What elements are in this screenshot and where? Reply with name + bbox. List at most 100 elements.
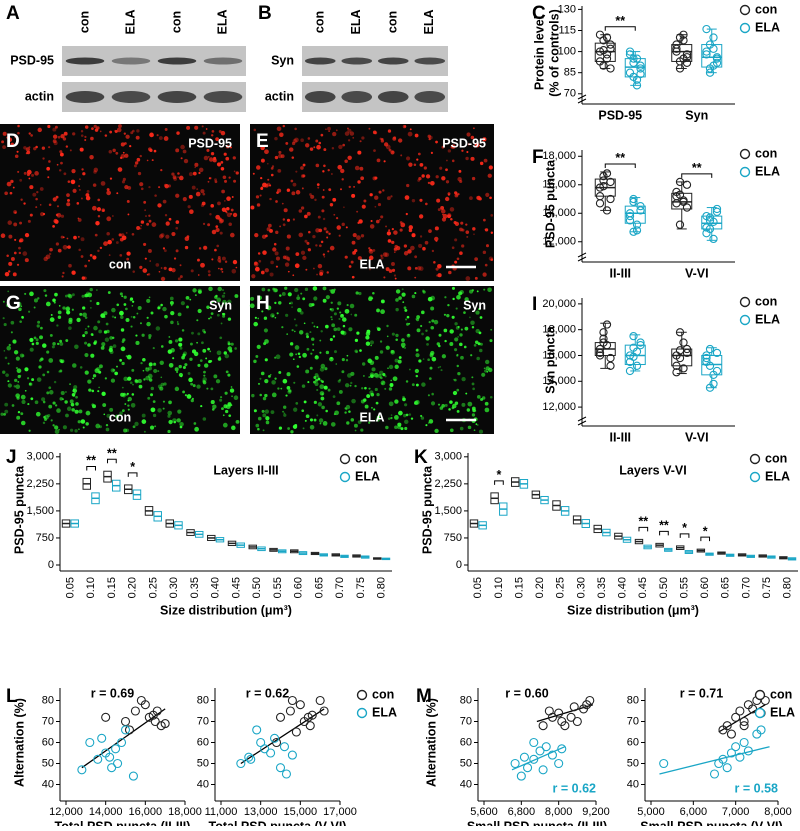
fluorescent-spot — [465, 156, 469, 161]
legend-label: con — [372, 687, 394, 701]
fluorescent-spot — [368, 376, 371, 379]
fluorescent-spot — [372, 130, 377, 135]
fluorescent-spot — [409, 368, 411, 371]
fluorescent-spot — [175, 226, 179, 230]
data-point — [569, 702, 579, 712]
blot-band — [341, 91, 373, 103]
data-point — [535, 746, 545, 756]
fluorescent-spot — [375, 417, 380, 422]
data-point — [271, 737, 282, 748]
fluorescent-spot — [40, 326, 43, 330]
data-point — [523, 763, 533, 773]
x-tick-label: 15,000 — [284, 806, 318, 818]
fluorescent-spot — [434, 226, 439, 231]
fluorescent-spot — [49, 317, 55, 322]
fluorescent-spot — [164, 214, 168, 217]
y-tick-label: 50 — [197, 757, 209, 769]
fluorescent-spot — [388, 269, 393, 273]
fluorescent-spot — [125, 232, 128, 234]
fluorescent-spot — [399, 228, 403, 232]
fluorescent-spot — [163, 266, 167, 270]
fluorescent-spot — [380, 256, 384, 260]
fluorescent-spot — [139, 154, 142, 158]
fluorescent-spot — [414, 133, 419, 138]
fluorescent-spot — [157, 203, 162, 208]
correlation-label: r = 0.69 — [91, 686, 134, 700]
fluorescent-spot — [35, 341, 39, 345]
fluorescent-spot — [404, 403, 408, 407]
fluorescent-spot — [378, 190, 382, 194]
fluorescent-spot — [224, 179, 228, 183]
fluorescent-spot — [454, 238, 458, 242]
fluorescent-spot — [467, 401, 473, 407]
fluorescent-spot — [186, 305, 189, 309]
fluorescent-spot — [52, 341, 56, 346]
fluorescent-spot — [394, 425, 398, 430]
fluorescent-spot — [123, 132, 126, 135]
fluorescent-spot — [146, 159, 149, 162]
row-label: actin — [25, 89, 54, 103]
fluorescent-spot — [407, 266, 412, 271]
fluorescent-spot — [182, 149, 187, 154]
fluorescent-spot — [292, 358, 295, 361]
fluorescent-spot — [344, 411, 347, 414]
fluorescent-spot — [425, 174, 431, 179]
fluorescent-spot — [194, 125, 199, 130]
fluorescent-spot — [127, 408, 130, 411]
fluorescent-spot — [2, 131, 7, 136]
fluorescent-spot — [26, 173, 30, 177]
fluorescent-spot — [400, 154, 403, 157]
fluorescent-spot — [26, 377, 30, 380]
fluorescent-spot — [69, 383, 71, 385]
fluorescent-spot — [324, 367, 328, 371]
fluorescent-spot — [461, 402, 466, 407]
fluorescent-spot — [483, 288, 486, 291]
fluorescent-spot — [120, 346, 126, 352]
fluorescent-spot — [160, 382, 165, 387]
fluorescent-spot — [430, 325, 435, 330]
fluorescent-spot — [112, 215, 114, 217]
fluorescent-spot — [65, 339, 69, 342]
fluorescent-spot — [222, 414, 225, 417]
fluorescent-spot — [111, 238, 115, 241]
fluorescent-spot — [125, 393, 128, 396]
fluorescent-spot — [307, 137, 311, 140]
fluorescent-spot — [479, 342, 483, 346]
fluorescent-spot — [10, 320, 15, 325]
fluorescent-spot — [71, 293, 75, 297]
fluorescent-spot — [283, 413, 287, 417]
fluorescent-spot — [334, 410, 339, 416]
fluorescent-spot — [142, 369, 145, 372]
fluorescent-spot — [114, 316, 117, 319]
data-point — [743, 746, 753, 756]
fluorescent-spot — [404, 426, 408, 430]
fluorescent-spot — [141, 419, 147, 424]
legend-label: con — [755, 146, 777, 160]
data-point — [739, 737, 749, 748]
fit-line — [240, 708, 325, 765]
fluorescent-spot — [281, 326, 284, 329]
fluorescent-spot — [177, 277, 181, 281]
fluorescent-spot — [226, 212, 232, 218]
fluorescent-spot — [410, 245, 415, 251]
fluorescent-spot — [250, 296, 255, 301]
fluorescent-spot — [80, 255, 84, 258]
fluorescent-spot — [416, 328, 421, 333]
fluorescent-spot — [449, 342, 454, 346]
x-tick-label: 6,000 — [680, 806, 708, 818]
significance-bracket — [127, 472, 138, 477]
fluorescent-spot — [431, 392, 434, 396]
fluorescent-spot — [391, 262, 395, 266]
fluorescent-spot — [317, 215, 321, 219]
fluorescent-spot — [79, 312, 83, 316]
fluorescent-spot — [197, 258, 200, 262]
fluorescent-spot — [16, 150, 19, 153]
fluorescent-spot — [226, 206, 230, 211]
data-point — [629, 197, 638, 207]
fluorescent-spot — [304, 239, 308, 243]
fluorescent-spot — [335, 363, 338, 365]
fluorescent-spot — [266, 182, 271, 187]
fluorescent-spot — [48, 203, 52, 207]
fluorescent-spot — [219, 336, 223, 340]
fluorescent-spot — [164, 314, 168, 319]
